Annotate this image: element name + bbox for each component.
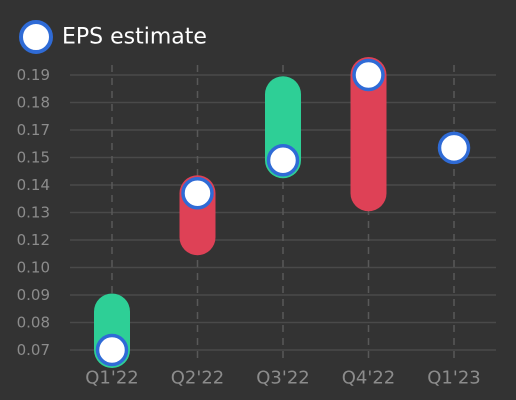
legend-marker-icon — [19, 20, 53, 54]
y-tick-label: 0.10 — [17, 259, 50, 277]
eps-estimate-marker — [181, 177, 214, 210]
y-axis-ticks: 0.07 0.08 0.09 0.10 0.12 0.13 0.14 0.15 0.17 0.18… — [17, 66, 50, 359]
x-tick-label: Q1'23 — [427, 368, 480, 389]
marker-layer — [95, 58, 471, 367]
x-tick-label: Q1'22 — [85, 368, 138, 389]
eps-estimate-marker — [352, 58, 385, 92]
y-tick-label: 0.14 — [17, 176, 50, 194]
x-tick-label: Q3'22 — [256, 368, 309, 389]
y-tick-label: 0.17 — [17, 121, 50, 139]
y-tick-label: 0.19 — [17, 66, 50, 84]
y-tick-label: 0.07 — [17, 341, 50, 359]
eps-estimate-marker — [95, 333, 129, 367]
x-tick-label: Q2'22 — [171, 368, 224, 389]
y-tick-label: 0.18 — [17, 94, 50, 112]
y-tick-label: 0.12 — [17, 231, 50, 249]
eps-estimate-marker — [266, 144, 300, 177]
x-tick-label: Q4'22 — [342, 368, 395, 389]
legend[interactable]: EPS estimate — [19, 20, 207, 54]
range-bar-miss — [350, 57, 387, 212]
y-tick-label: 0.15 — [17, 149, 50, 167]
y-tick-label: 0.13 — [17, 204, 50, 222]
y-tick-label: 0.08 — [17, 314, 50, 332]
legend-label[interactable]: EPS estimate — [62, 25, 207, 50]
eps-estimate-marker — [437, 131, 471, 165]
x-axis-ticks: Q1'22 Q2'22 Q3'22 Q4'22 Q1'23 — [85, 368, 480, 389]
y-tick-label: 0.09 — [17, 286, 50, 304]
